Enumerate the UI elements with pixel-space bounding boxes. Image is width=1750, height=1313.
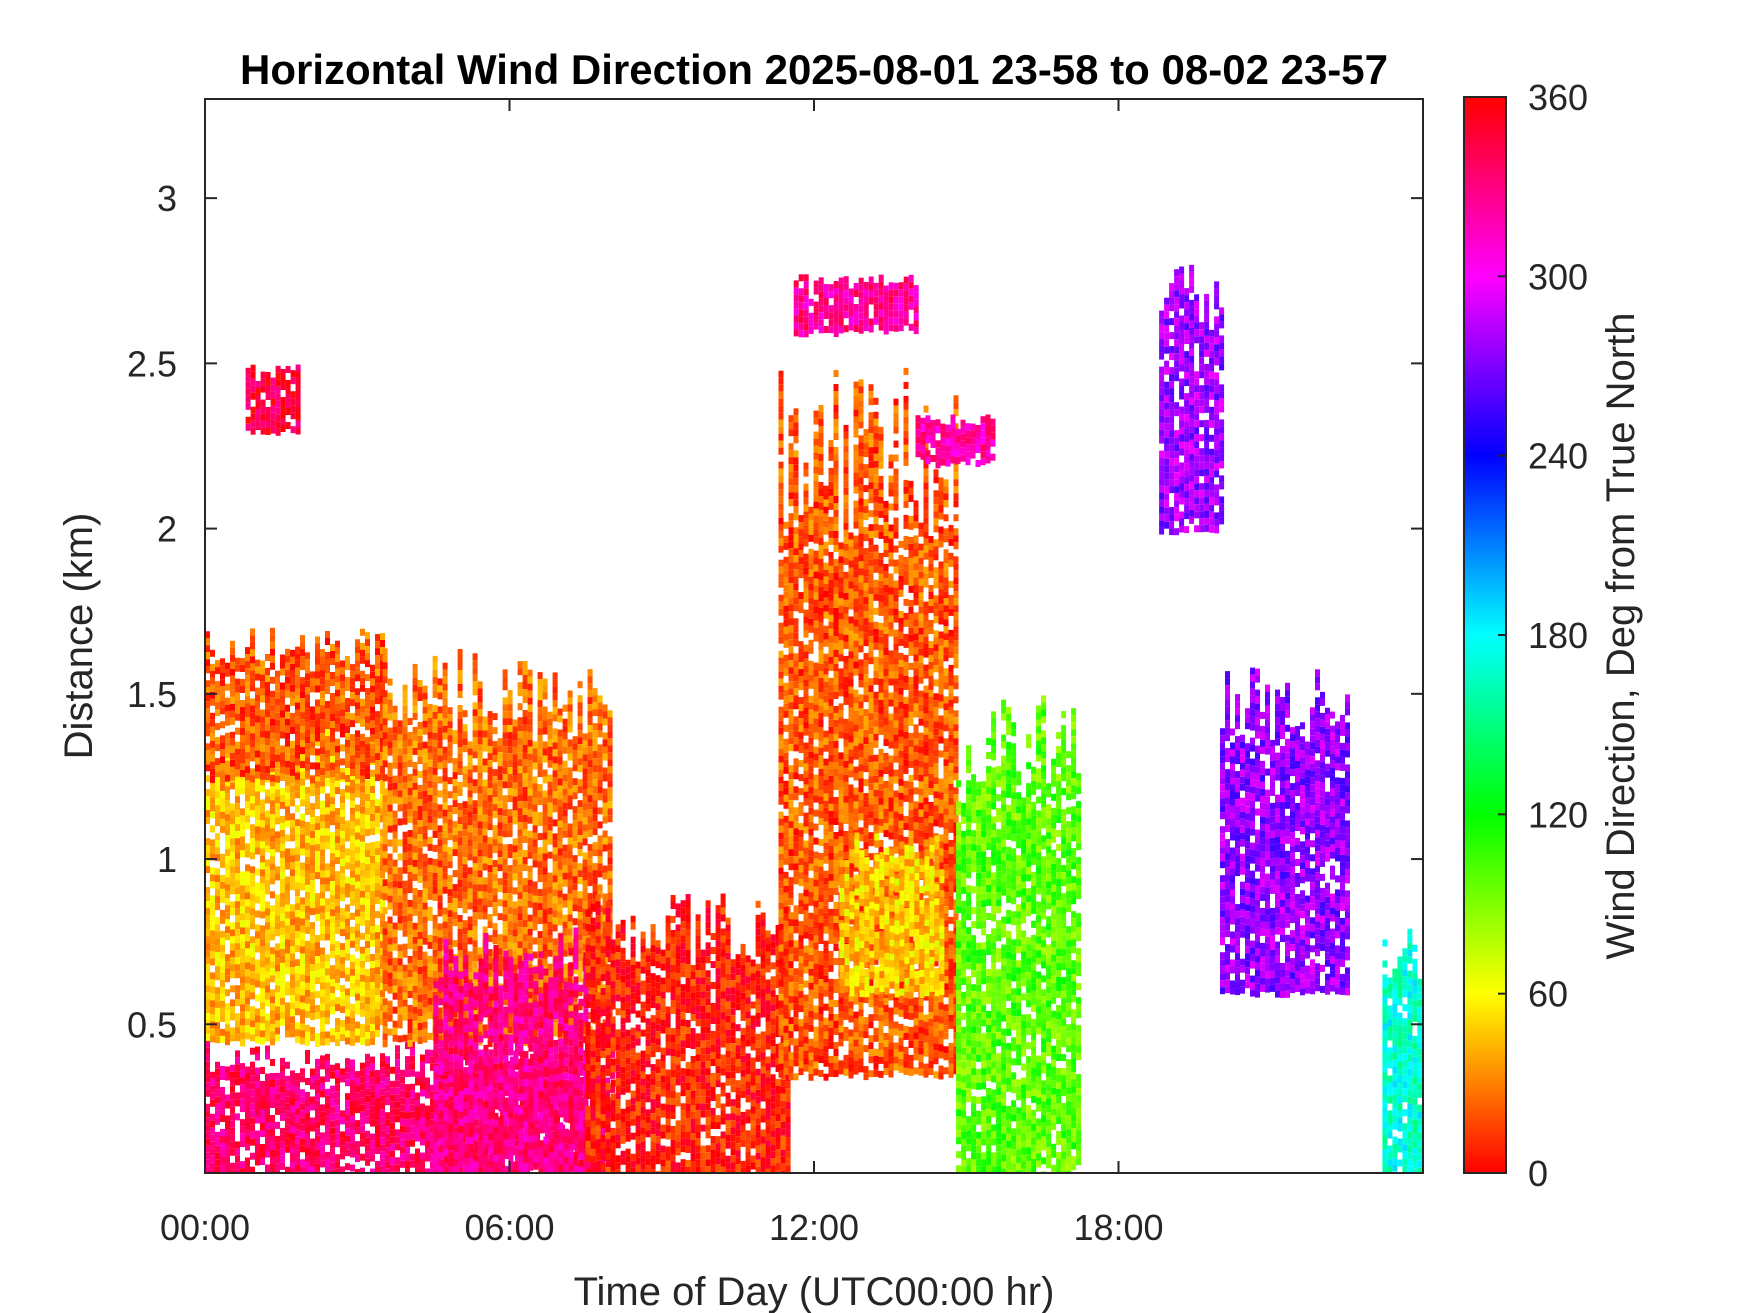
x-axis-ticks: 00:00 06:00 12:00 18:00 <box>160 99 1164 1248</box>
colorbar-tick-label: 300 <box>1528 256 1588 297</box>
region-afternoon-top-pink <box>915 414 996 469</box>
region-evening-purple-aloft <box>1159 264 1225 536</box>
colorbar-tick-label: 60 <box>1528 974 1568 1015</box>
x-tick-label: 00:00 <box>160 1207 250 1248</box>
region-early-aloft-pink <box>245 364 301 436</box>
colorbar-tick-label: 360 <box>1528 77 1588 118</box>
y-tick-label: 1.5 <box>127 674 177 715</box>
region-afternoon-aloft-magenta <box>793 274 919 338</box>
region-morning-low-pink <box>433 927 589 1173</box>
y-tick-label: 2 <box>157 509 177 550</box>
region-late-cyan <box>1382 928 1423 1173</box>
y-tick-label: 1 <box>157 839 177 880</box>
region-evening-purple <box>1220 667 1350 998</box>
x-tick-label: 12:00 <box>769 1207 859 1248</box>
y-axis-ticks: 0.5 1 1.5 2 2.5 3 <box>127 178 1423 1045</box>
x-tick-label: 18:00 <box>1073 1207 1163 1248</box>
y-tick-label: 2.5 <box>127 343 177 384</box>
colorbar-label: Wind Direction, Deg from True North <box>1599 313 1643 960</box>
y-tick-label: 0.5 <box>127 1004 177 1045</box>
region-afternoon-column <box>778 367 959 1081</box>
colorbar-tick-label: 120 <box>1528 794 1588 835</box>
colorbar-tick-label: 240 <box>1528 436 1588 477</box>
x-tick-label: 06:00 <box>464 1207 554 1248</box>
region-convective-green <box>956 695 1082 1173</box>
colorbar-ticks: 0 60 120 180 240 300 360 <box>1498 77 1588 1194</box>
x-axis-label: Time of Day (UTC00:00 hr) <box>574 1270 1055 1313</box>
heatmap-cells <box>205 264 1423 1173</box>
y-axis-label: Distance (km) <box>57 513 101 760</box>
colorbar-tick-label: 180 <box>1528 615 1588 656</box>
y-tick-label: 3 <box>157 178 177 219</box>
region-afternoon-yellow-core <box>839 832 945 998</box>
chart-title: Horizontal Wind Direction 2025-08-01 23-… <box>240 46 1388 93</box>
region-night-top <box>205 627 385 784</box>
colorbar-tick-label: 0 <box>1528 1153 1548 1194</box>
region-midday-red <box>585 893 791 1173</box>
